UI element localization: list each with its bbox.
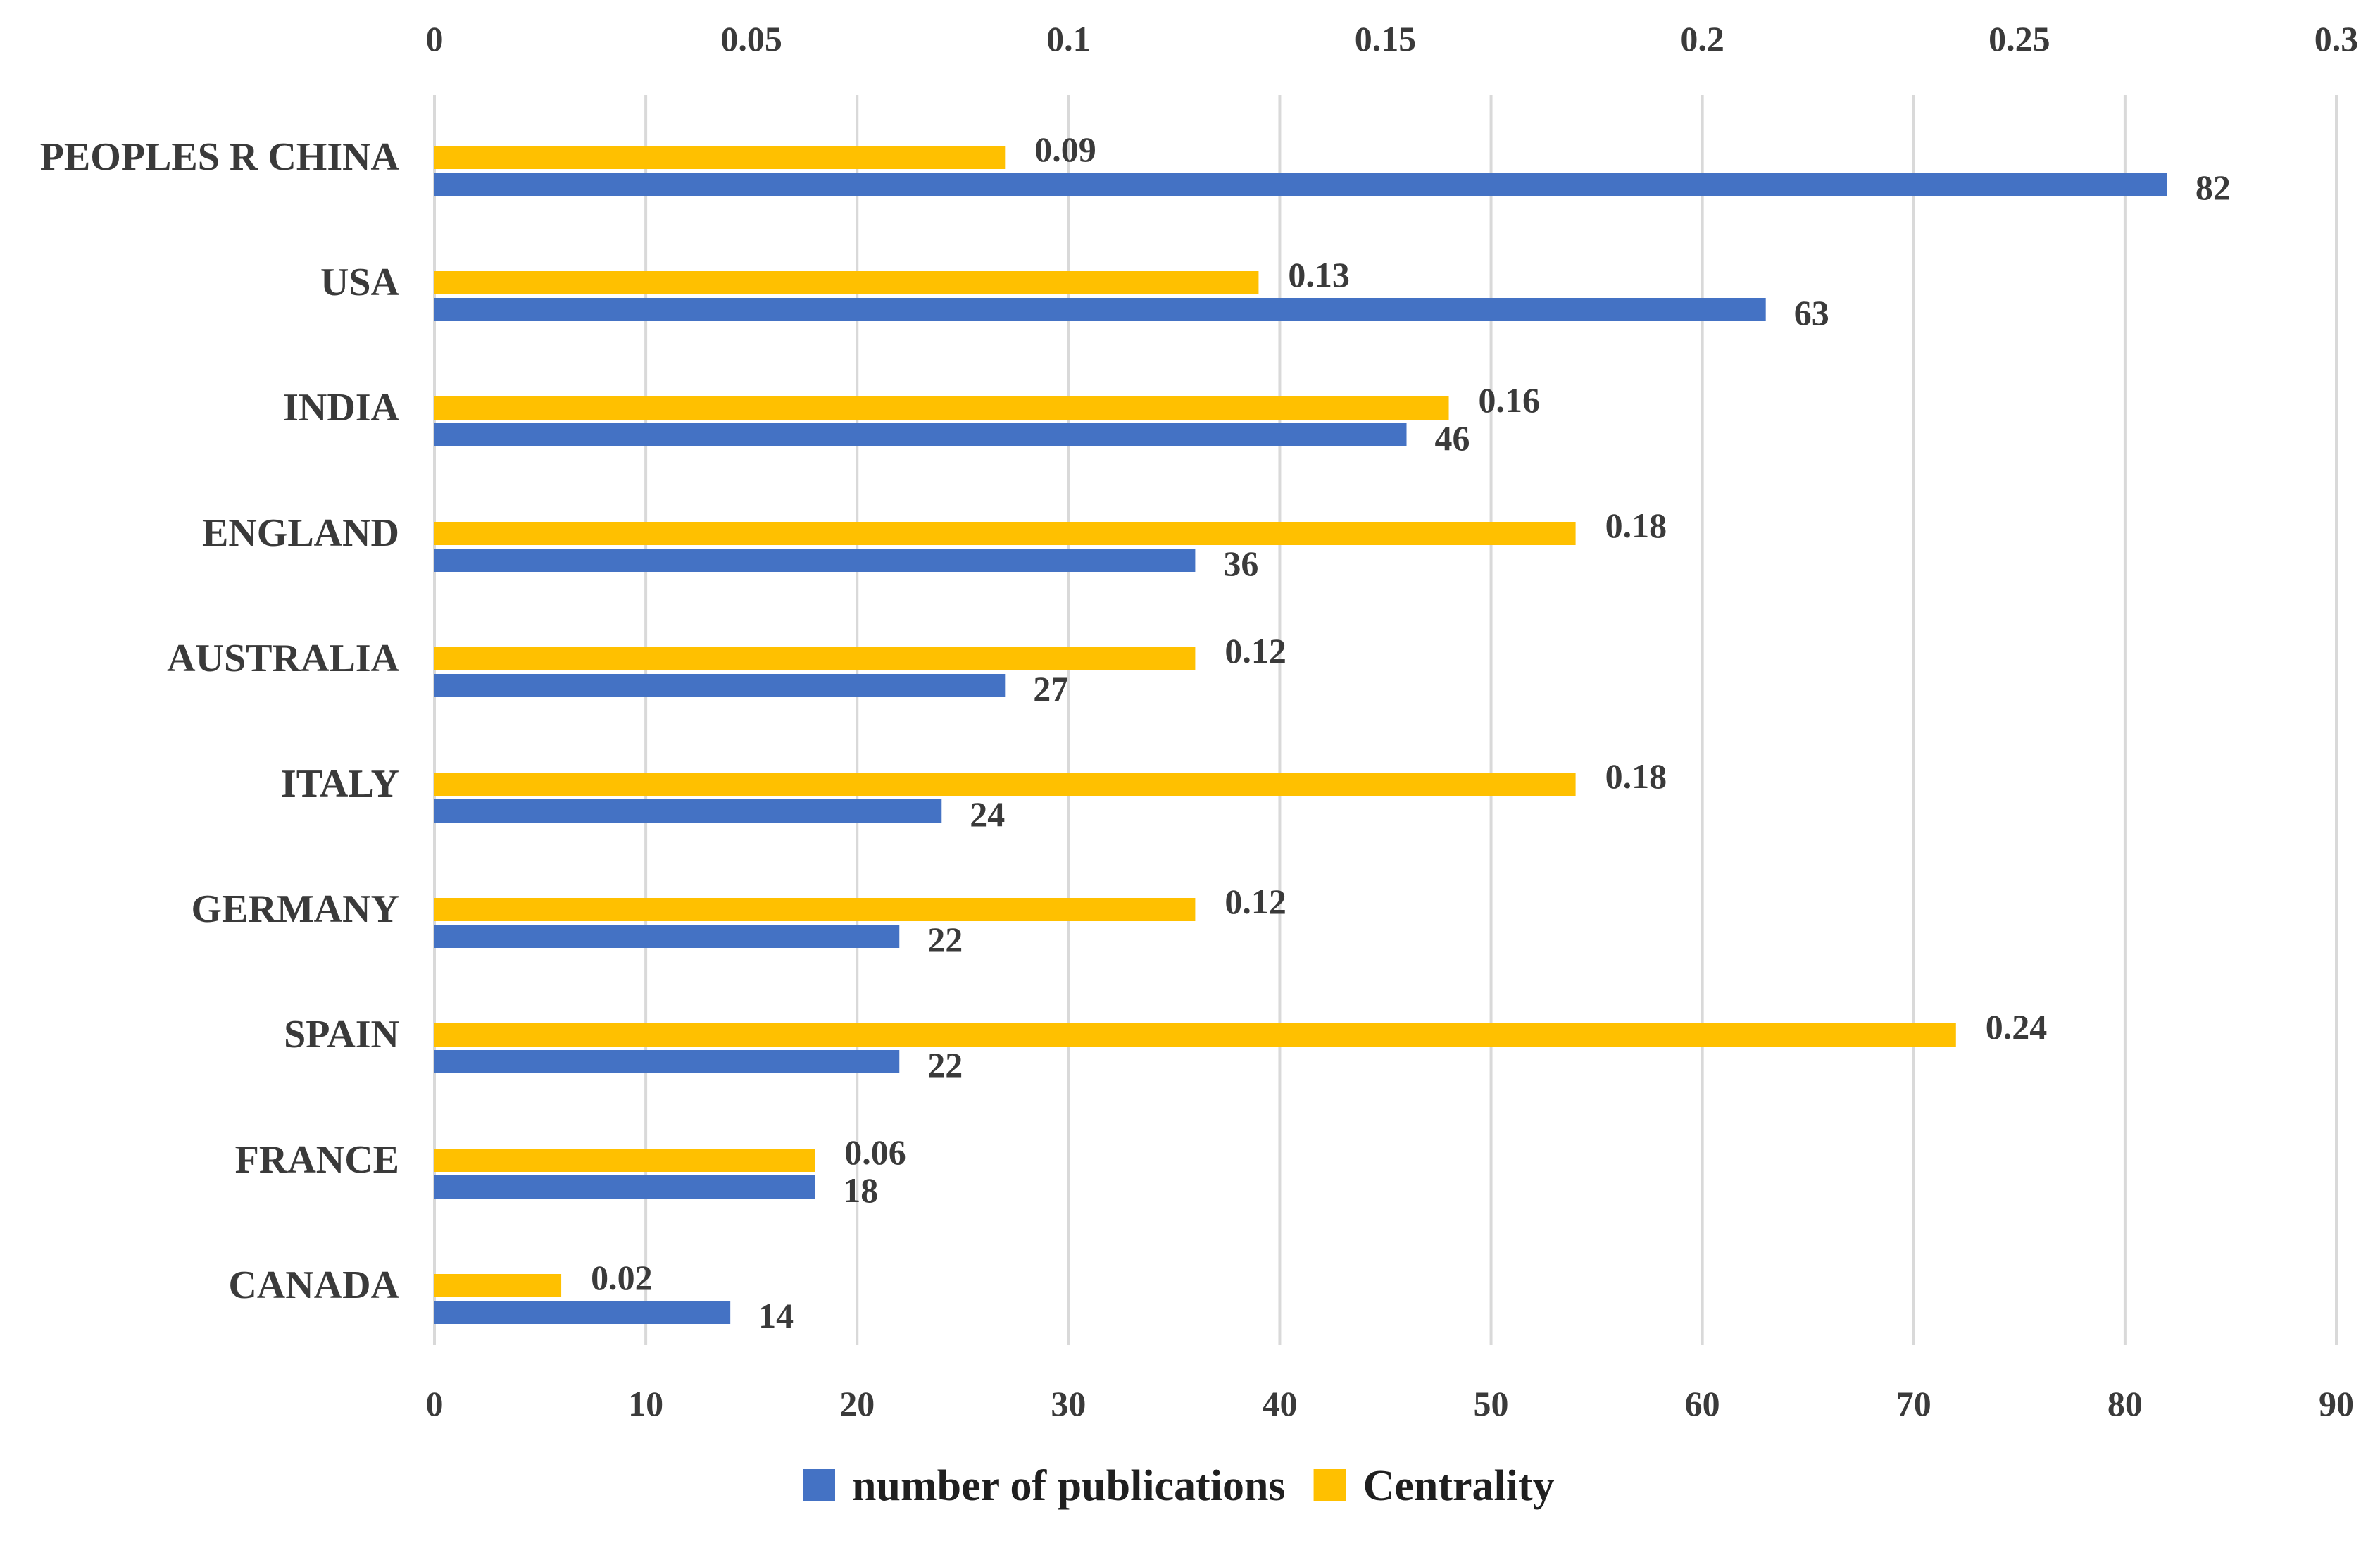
legend-swatch-number-of-publications [803, 1469, 835, 1501]
category-label-italy: ITALY [281, 762, 399, 806]
legend: number of publications Centrality [803, 1462, 1555, 1510]
bottom-tick-label: 30 [1051, 1384, 1086, 1423]
publications-bar [434, 173, 2167, 196]
bottom-tick-label: 20 [839, 1384, 875, 1423]
centrality-bar [434, 898, 1196, 921]
centrality-bar [434, 1274, 562, 1297]
centrality-data-label: 0.13 [1288, 255, 1350, 294]
top-axis: 0 0.05 0.1 0.15 0.2 0.25 0.3 [426, 19, 2359, 58]
bottom-tick-label: 90 [2319, 1384, 2354, 1423]
centrality-data-label: 0.02 [591, 1258, 653, 1297]
centrality-bar [434, 647, 1196, 670]
publications-data-label: 22 [927, 1045, 963, 1085]
centrality-data-label: 0.12 [1225, 882, 1286, 921]
legend-label-centrality: Centrality [1363, 1462, 1555, 1510]
centrality-bar [434, 1023, 1956, 1047]
top-tick-label: 0.1 [1046, 19, 1091, 58]
centrality-bar [434, 1149, 815, 1172]
centrality-bar [434, 146, 1006, 169]
category-label-spain: SPAIN [284, 1013, 399, 1056]
top-tick-label: 0.05 [720, 19, 782, 58]
publications-bar [434, 1175, 815, 1199]
category-label-india: INDIA [283, 386, 399, 430]
centrality-data-label: 0.06 [844, 1132, 906, 1172]
publications-bar [434, 1301, 731, 1324]
legend-label-number-of-publications: number of publications [852, 1462, 1286, 1510]
category-label-australia: AUSTRALIA [167, 637, 399, 680]
bottom-axis: 0 10 20 30 40 50 60 70 80 90 [426, 1384, 2355, 1423]
publications-data-label: 22 [927, 920, 963, 959]
centrality-bar [434, 271, 1259, 294]
bottom-tick-label: 70 [1896, 1384, 1931, 1423]
publications-bar [434, 423, 1407, 446]
centrality-data-label: 0.09 [1034, 130, 1096, 169]
publications-bar [434, 298, 1766, 321]
centrality-data-label: 0.18 [1605, 506, 1667, 545]
publications-bar [434, 549, 1196, 572]
publications-data-label: 63 [1794, 293, 1829, 332]
publications-data-label: 27 [1033, 669, 1068, 708]
publications-data-label: 82 [2196, 168, 2231, 207]
centrality-bar [434, 396, 1449, 420]
top-tick-label: 0 [426, 19, 444, 58]
publications-bar [434, 799, 942, 823]
bottom-tick-label: 10 [628, 1384, 663, 1423]
publications-bar [434, 925, 900, 948]
category-label-germany: GERMANY [191, 887, 399, 931]
centrality-data-label: 0.24 [1986, 1007, 2048, 1047]
top-tick-label: 0.25 [1988, 19, 2050, 58]
category-label-usa: USA [320, 261, 400, 304]
bottom-tick-label: 40 [1262, 1384, 1297, 1423]
centrality-data-label: 0.16 [1479, 380, 1541, 420]
centrality-bar [434, 522, 1576, 545]
bottom-tick-label: 60 [1685, 1384, 1720, 1423]
bottom-tick-label: 80 [2107, 1384, 2143, 1423]
bottom-tick-label: 50 [1474, 1384, 1509, 1423]
publications-data-label: 14 [758, 1296, 794, 1335]
top-tick-label: 0.3 [2315, 19, 2359, 58]
publications-data-label: 46 [1435, 418, 1470, 458]
top-tick-label: 0.15 [1355, 19, 1417, 58]
centrality-bar [434, 773, 1576, 796]
publications-data-label: 36 [1223, 544, 1258, 583]
publications-bar [434, 1050, 900, 1073]
centrality-data-label: 0.18 [1605, 756, 1667, 796]
category-label-england: ENGLAND [202, 511, 399, 555]
category-label-canada: CANADA [228, 1263, 399, 1307]
bottom-tick-label: 0 [426, 1384, 444, 1423]
top-tick-label: 0.2 [1680, 19, 1724, 58]
category-label-peoples-r-china: PEOPLES R CHINA [40, 135, 400, 179]
category-labels: PEOPLES R CHINA USA INDIA ENGLAND AUSTRALIA I… [40, 135, 400, 1307]
publications-data-label: 24 [970, 794, 1005, 834]
publications-data-label: 18 [843, 1170, 878, 1210]
bars [434, 146, 2167, 1324]
centrality-data-label: 0.12 [1225, 631, 1286, 670]
publications-bar [434, 674, 1006, 697]
category-label-france: FRANCE [235, 1138, 399, 1182]
legend-swatch-centrality [1313, 1469, 1346, 1501]
